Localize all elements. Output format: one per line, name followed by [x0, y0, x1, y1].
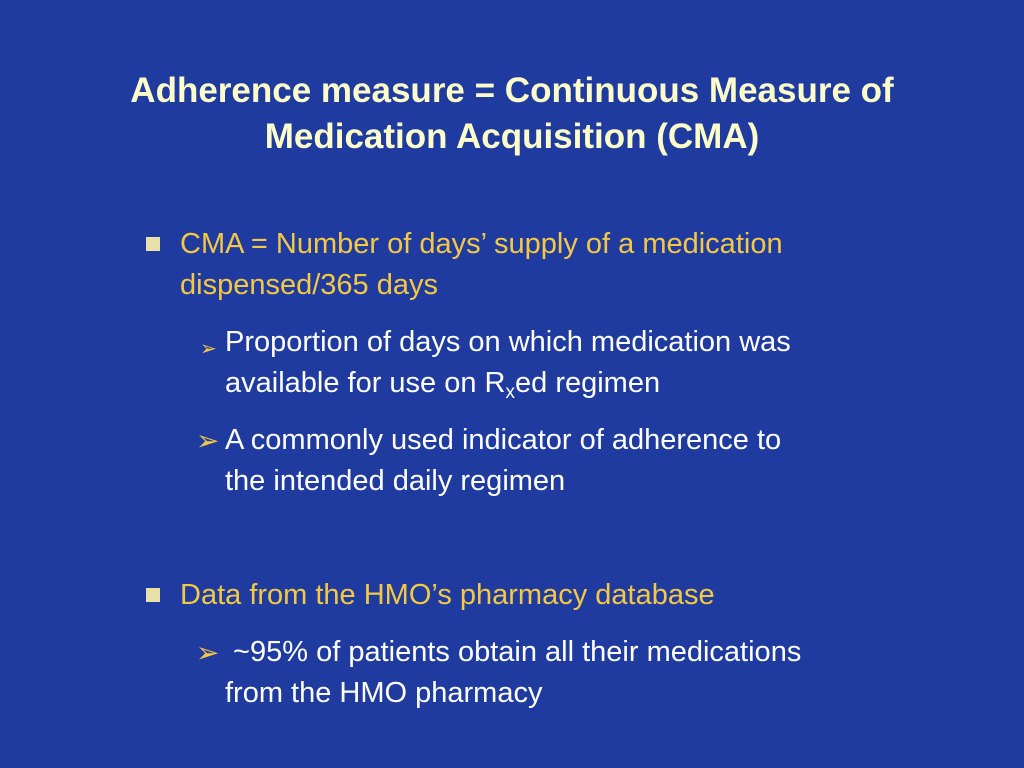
title-line-1: Adherence measure = Continuous Measure o… — [130, 71, 894, 110]
bullet-cma-definition: CMA = Number of days’ supply of a medica… — [146, 224, 916, 306]
sub-bullet-line: Proportion of days on which medication w… — [225, 326, 791, 358]
sub-bullet-line: available for use on Rxed regimen — [225, 363, 925, 404]
bullet-line: Data from the HMO’s pharmacy database — [180, 579, 715, 611]
slide-title: Adherence measure = Continuous Measure o… — [40, 68, 984, 160]
bullet-text: Data from the HMO’s pharmacy database — [180, 575, 910, 616]
text-segment: ed regimen — [515, 367, 661, 399]
arrowhead-bullet-icon: ➢ — [196, 424, 220, 457]
sub-bullet-text: Proportion of days on which medication w… — [225, 322, 925, 404]
sub-bullet-line: ~95% of patients obtain all their medica… — [225, 636, 802, 668]
square-bullet-icon — [146, 588, 160, 602]
text-segment: available for use on R — [225, 367, 506, 399]
sub-bullet-text: ~95% of patients obtain all their medica… — [225, 632, 925, 714]
sub-bullet-indicator: ➢ A commonly used indicator of adherence… — [196, 420, 936, 502]
sub-bullet-line: A commonly used indicator of adherence t… — [225, 424, 782, 456]
sub-bullet-line: the intended daily regimen — [225, 465, 566, 497]
bullet-text: CMA = Number of days’ supply of a medica… — [180, 224, 910, 306]
bullet-line: dispensed/365 days — [180, 269, 438, 301]
square-bullet-icon — [146, 237, 160, 251]
subscript-text: x — [505, 382, 516, 403]
sub-bullet-patients: ➢ ~95% of patients obtain all their medi… — [196, 632, 936, 714]
bullet-line: CMA = Number of days’ supply of a medica… — [180, 228, 783, 260]
sub-bullet-proportion: ➢ Proportion of days on which medication… — [196, 322, 936, 404]
title-line-2: Medication Acquisition (CMA) — [264, 117, 760, 156]
arrowhead-bullet-icon: ➢ — [196, 636, 220, 669]
bullet-data-source: Data from the HMO’s pharmacy database — [146, 575, 916, 616]
sub-bullet-text: A commonly used indicator of adherence t… — [225, 420, 925, 502]
sub-bullet-line: from the HMO pharmacy — [225, 677, 543, 709]
arrowhead-bullet-icon: ➢ — [200, 336, 217, 360]
